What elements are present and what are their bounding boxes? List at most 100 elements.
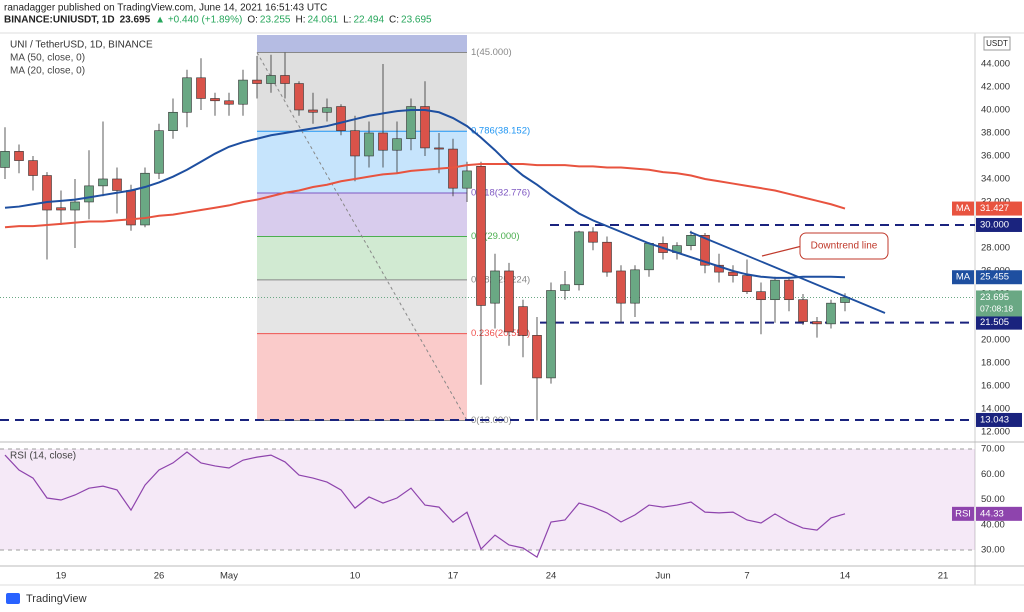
candle-body [336,106,346,131]
candle-body [602,241,612,273]
candle-body [770,279,780,301]
level-value: 21.505 [980,317,1009,328]
fib-label: 0.382(25.224) [471,274,530,285]
fib-zone [257,279,467,334]
candle-body [560,284,570,291]
symbol: BINANCE:UNIUSDT, 1D [4,15,115,26]
candle-body [252,79,262,84]
candle-body [686,235,696,246]
candle-body [504,270,514,333]
ma-value-tag-text: MA [956,272,971,283]
candle-body [616,270,626,304]
level-value-box [976,315,1022,330]
y-tick-label: 44.000 [981,58,1010,69]
candle-body [56,207,66,211]
fib-label: 1(45.000) [471,47,512,58]
candle-body [266,75,276,84]
candle-body [462,170,472,189]
x-tick-label: May [220,571,238,582]
last-price: 23.695 [120,15,151,26]
candle-body [420,106,430,149]
y-tick-label: 12.000 [981,426,1010,437]
y-tick-label: 28.000 [981,242,1010,253]
candle-body [322,107,332,113]
fib-diagonal [256,52,468,421]
x-tick-label: 24 [546,571,557,582]
symbol-line: BINANCE:UNIUSDT, 1D 23.695 ▲ +0.440 (+1.89… [4,15,432,26]
candle-body [84,185,94,203]
rsi-line [4,451,846,558]
rsi-tick-label: 50.00 [981,494,1005,505]
candle-body [28,160,38,176]
fib-label: 0(13.000) [471,415,512,426]
fib-label: 0.236(20.552) [471,328,530,339]
candle-body [210,98,220,102]
candle-body [406,106,416,140]
x-tick-label: Jun [655,571,670,582]
candle-body [756,291,766,301]
x-tick-label: 21 [938,571,949,582]
candle-body [742,275,752,292]
level-value: 13.043 [980,414,1009,425]
price-box [976,290,1022,317]
y-tick-label: 20.000 [981,334,1010,345]
fib-top-band [257,35,467,53]
candle-body [182,77,192,113]
fib-label: 0.786(38.152) [471,126,530,137]
candle-body [196,77,206,99]
candle-body [98,178,108,187]
currency-box [983,36,1011,51]
fib-label: 0.618(32.776) [471,188,530,199]
candle-body [70,201,80,211]
footer: TradingView [26,593,87,605]
legend-ma50: MA (50, close, 0) [10,53,85,64]
rsi-value-tag-text: RSI [955,508,971,519]
candle-body [154,130,164,174]
x-tick-label: 10 [350,571,361,582]
countdown: 07:08:18 [980,304,1013,314]
candle-body [826,302,836,325]
ohlc-label: L: [343,15,351,26]
fib-zone [257,236,467,280]
candle-body [574,231,584,286]
y-tick-label: 36.000 [981,150,1010,161]
y-tick-label: 40.000 [981,104,1010,115]
level-value-box [976,412,1022,427]
ma-value: 31.427 [980,203,1009,214]
ohlc-value: 22.494 [353,15,384,26]
rsi-value: 44.33 [980,508,1004,519]
ma-line [4,108,846,279]
ohlc-value: 24.061 [308,15,339,26]
rsi-tick-label: 30.00 [981,545,1005,556]
y-tick-label: 42.000 [981,81,1010,92]
annotation-box [799,232,889,260]
ohlc-label: O: [247,15,258,26]
ma-line [4,163,846,229]
y-tick-label: 16.000 [981,380,1010,391]
rsi-tick-label: 60.00 [981,469,1005,480]
legend-rsi: RSI (14, close) [10,451,76,462]
y-tick-label: 14.000 [981,403,1010,414]
level-value-box [976,217,1022,232]
candle-body [518,306,528,336]
candle-body [168,111,178,131]
candle-body [224,100,234,105]
candle-body [434,147,444,150]
ma-value-box [976,270,1022,285]
ohlc-value: 23.695 [401,15,432,26]
candle-body [378,132,388,151]
candle-body [812,321,822,325]
trend-line [689,231,886,314]
candle-body [280,75,290,84]
price-value: 23.695 [980,292,1009,303]
candle-body [840,297,850,303]
ma-value-tag-text: MA [956,203,971,214]
candle-body [392,138,402,151]
fib-zone [257,52,467,132]
candle-body [350,130,360,157]
annotation-arrow [761,245,803,257]
x-tick-label: 17 [448,571,459,582]
chart-title: UNI / TetherUSD, 1D, BINANCE [10,40,153,51]
ohlc-label: H: [296,15,306,26]
fib-label: 0.5(29.000) [471,231,520,242]
